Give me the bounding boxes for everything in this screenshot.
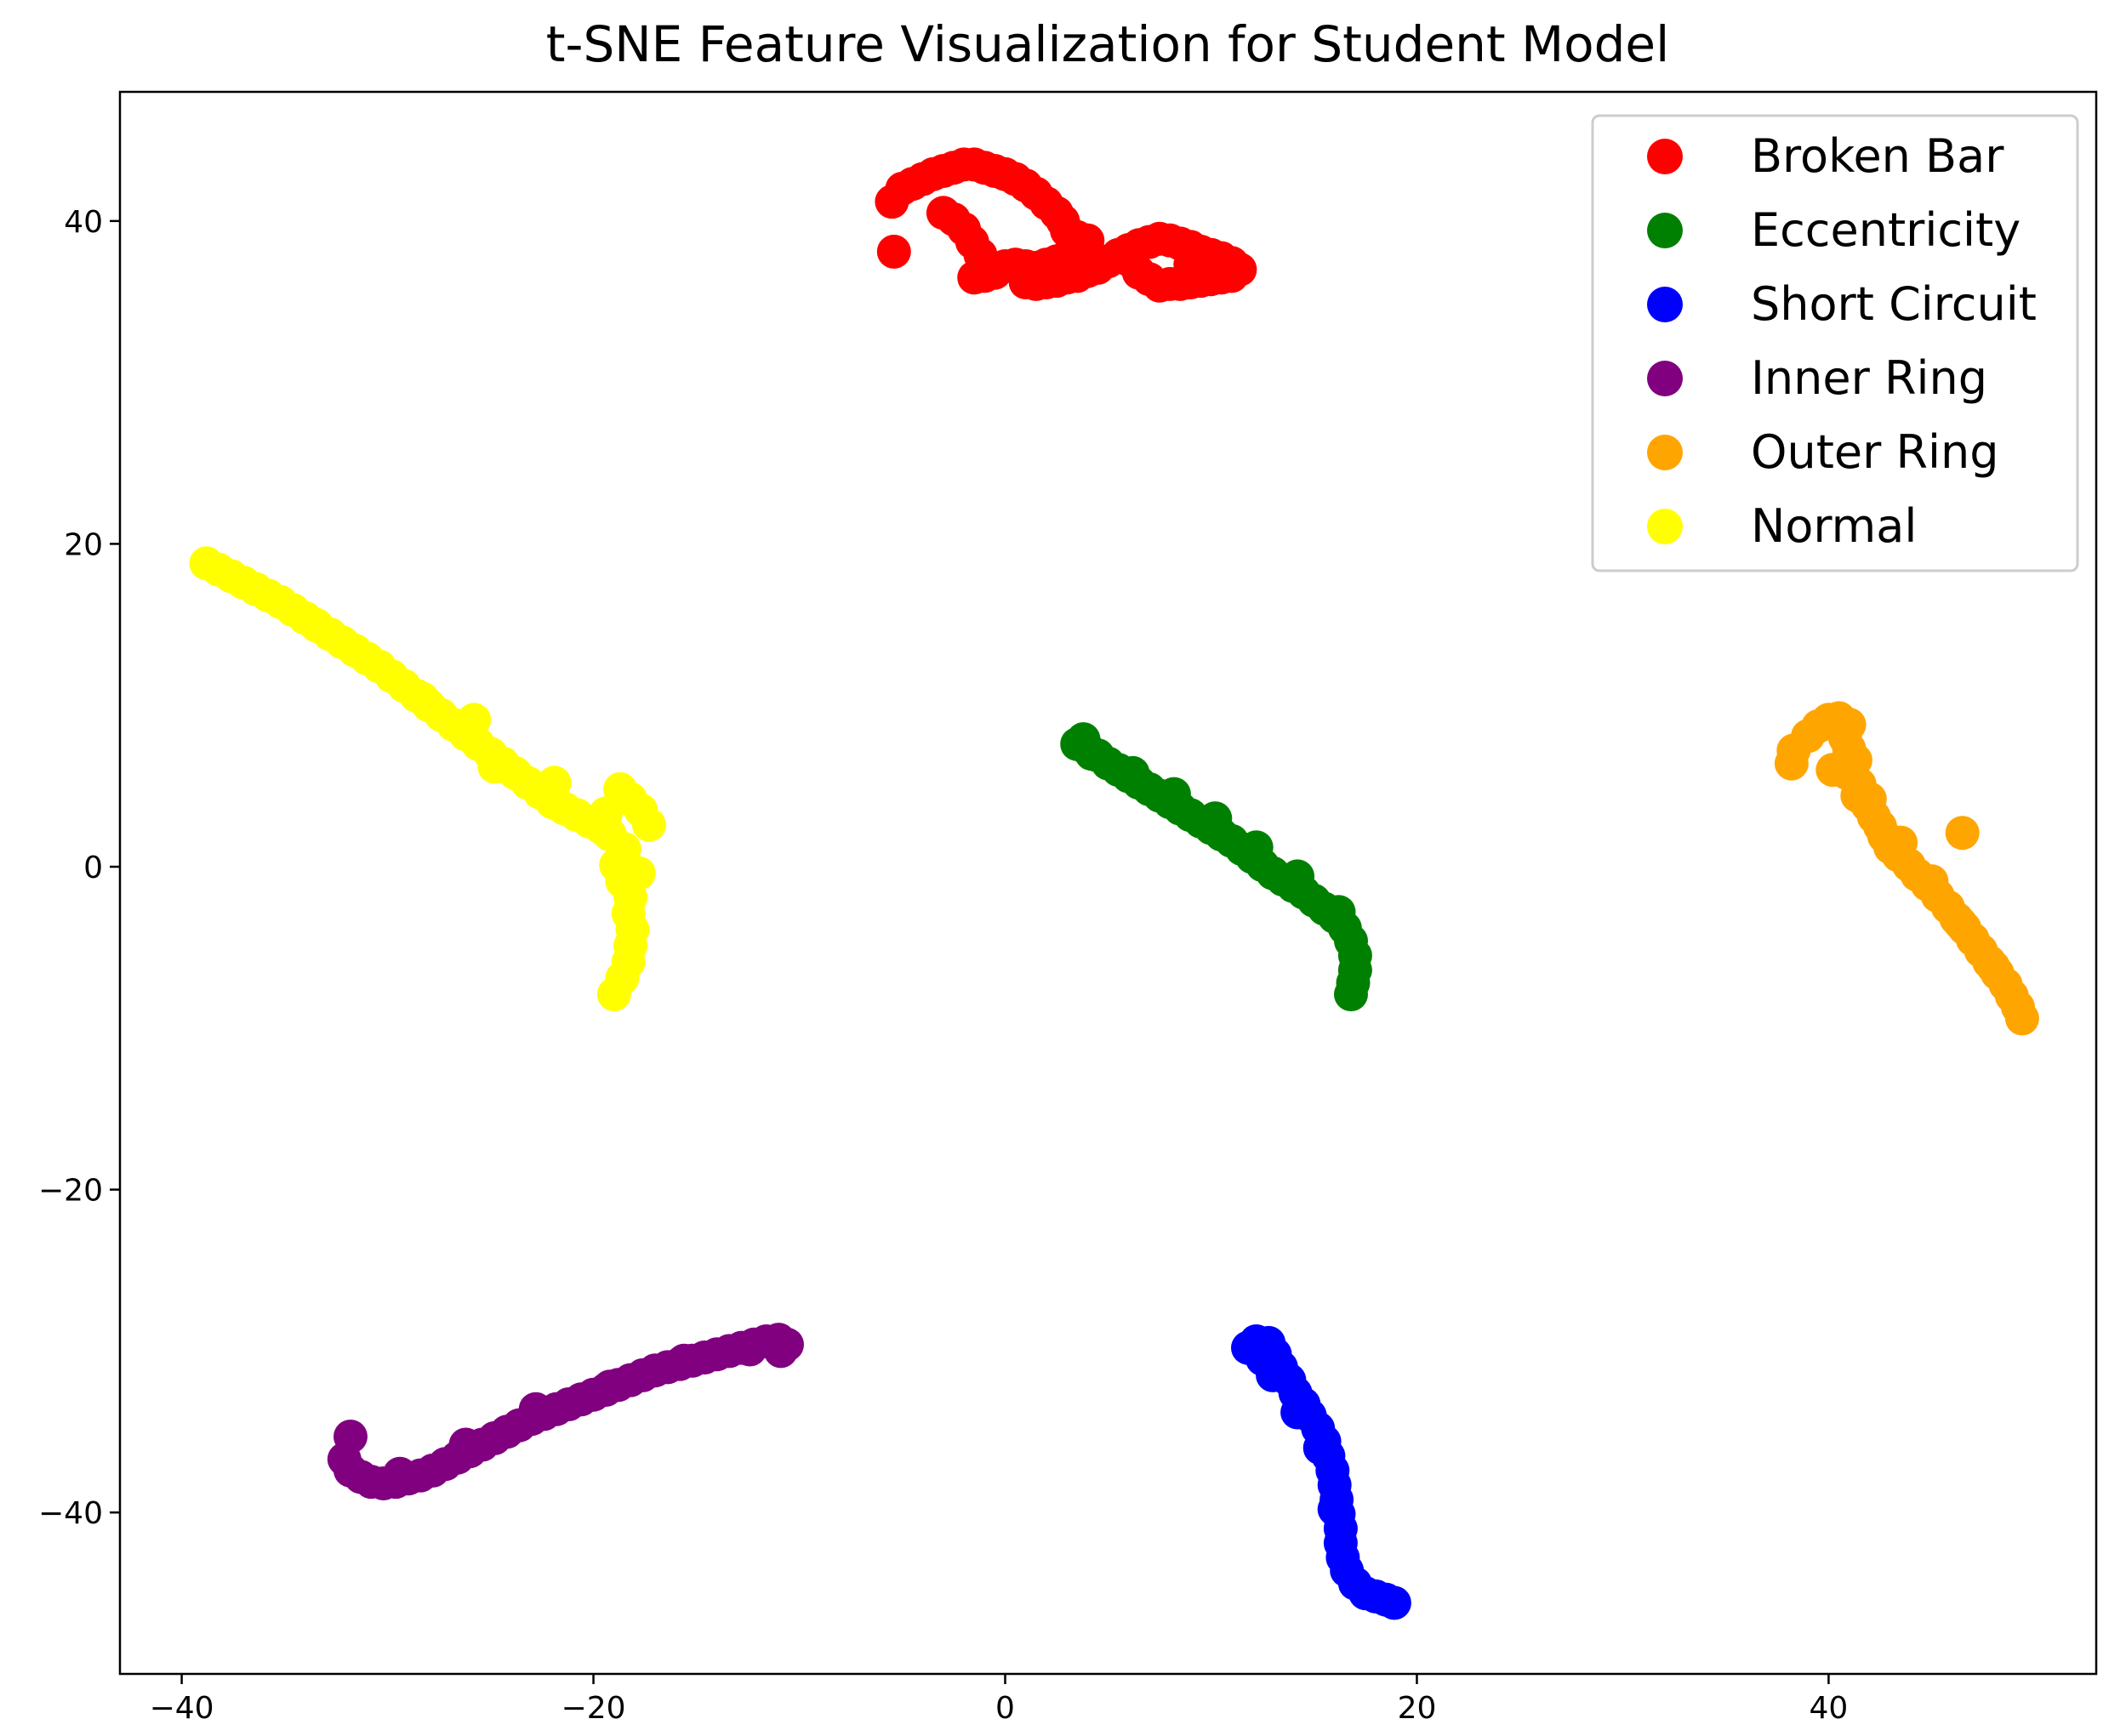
legend-box	[1591, 114, 2079, 572]
series-broken-bar	[875, 147, 1257, 303]
data-point	[298, 607, 333, 642]
data-point	[1884, 825, 1918, 860]
data-point	[621, 856, 656, 891]
chart-title: t-SNE Feature Visualization for Student …	[546, 15, 1669, 73]
legend-label: Inner Ring	[1751, 351, 1987, 405]
plot-area-frame	[118, 90, 2098, 1676]
y-tick-label: 40	[64, 205, 103, 240]
legend: Broken Bar Eccentricity Short Circuit Inner…	[1591, 114, 2079, 572]
legend-marker	[1647, 509, 1683, 544]
data-point	[383, 1456, 418, 1491]
series-short-circuit	[1231, 1324, 1411, 1620]
data-point	[1321, 895, 1356, 930]
data-point	[1943, 906, 1978, 941]
x-axis: −40 −20 0 20 40	[150, 1674, 1849, 1726]
data-point	[1976, 949, 2010, 984]
data-point	[1376, 1585, 1411, 1620]
data-point	[1280, 1395, 1315, 1430]
data-point	[1156, 777, 1191, 811]
data-point	[1280, 859, 1315, 894]
data-point	[732, 1332, 767, 1367]
series-normal	[189, 546, 666, 1011]
x-tick-label: −20	[561, 1691, 626, 1726]
data-point	[1852, 782, 1887, 817]
data-point	[1194, 253, 1228, 288]
data-point	[518, 1392, 553, 1426]
data-point	[537, 766, 572, 800]
data-point	[763, 1334, 798, 1369]
plot-area-points	[189, 147, 2039, 1620]
data-point	[1945, 816, 1980, 851]
data-point	[457, 703, 492, 737]
data-point	[1115, 755, 1150, 790]
data-point	[589, 796, 624, 831]
y-tick-label: 20	[64, 527, 103, 562]
series-inner-ring	[327, 1323, 804, 1500]
legend-label: Broken Bar	[1751, 129, 2004, 183]
data-point	[405, 681, 440, 716]
x-tick-label: 0	[995, 1691, 1015, 1726]
legend-marker	[1647, 287, 1683, 322]
data-point	[2004, 1001, 2039, 1036]
y-tick-label: −40	[38, 1496, 103, 1531]
y-tick-label: 0	[83, 851, 103, 885]
data-point	[1317, 1492, 1352, 1527]
x-tick-label: 40	[1810, 1691, 1849, 1726]
data-point	[448, 1427, 483, 1462]
y-tick-label: −20	[38, 1174, 103, 1209]
legend-marker	[1647, 361, 1683, 396]
data-point	[477, 749, 512, 784]
series-outer-ring	[1774, 701, 2039, 1036]
legend-marker	[1647, 139, 1683, 174]
data-point	[1239, 830, 1274, 865]
data-point	[1302, 1431, 1337, 1466]
legend-label: Outer Ring	[1751, 425, 1999, 479]
data-point	[876, 234, 911, 269]
data-point	[1198, 801, 1233, 836]
legend-label: Short Circuit	[1751, 277, 2037, 331]
legend-marker	[1647, 213, 1683, 248]
data-point	[631, 807, 666, 842]
data-point	[592, 1369, 627, 1404]
data-point	[1815, 753, 1850, 788]
series-eccentricity	[1060, 722, 1372, 1011]
data-point	[963, 237, 998, 272]
data-point	[1256, 1357, 1291, 1392]
legend-marker	[1647, 435, 1683, 470]
data-point	[1074, 737, 1109, 771]
data-point	[1334, 977, 1368, 1011]
data-point	[596, 977, 631, 1011]
data-point	[1121, 255, 1156, 290]
x-tick-label: 20	[1398, 1691, 1437, 1726]
x-tick-label: −40	[150, 1691, 214, 1726]
y-axis: −40 −20 0 20 40	[38, 205, 120, 1531]
legend-label: Normal	[1751, 499, 1917, 553]
data-point	[667, 1343, 701, 1378]
data-point	[1914, 864, 1949, 899]
legend-label: Eccentricity	[1751, 203, 2021, 257]
